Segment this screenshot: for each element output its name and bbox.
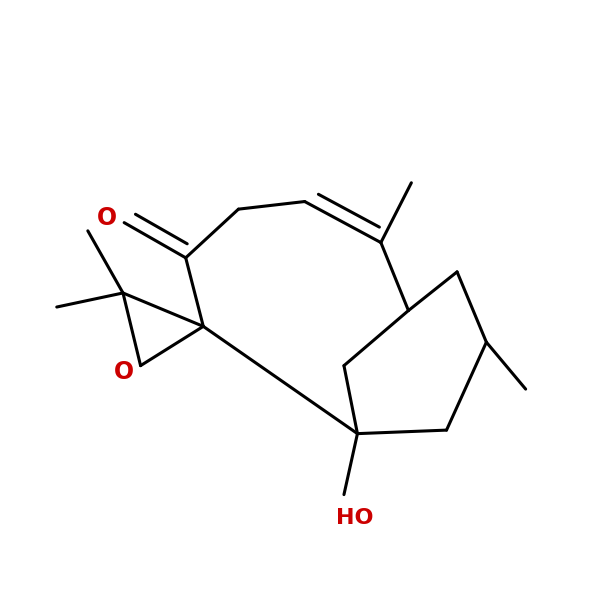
Text: HO: HO [336,508,373,528]
Text: O: O [114,359,134,383]
Text: O: O [97,206,116,230]
